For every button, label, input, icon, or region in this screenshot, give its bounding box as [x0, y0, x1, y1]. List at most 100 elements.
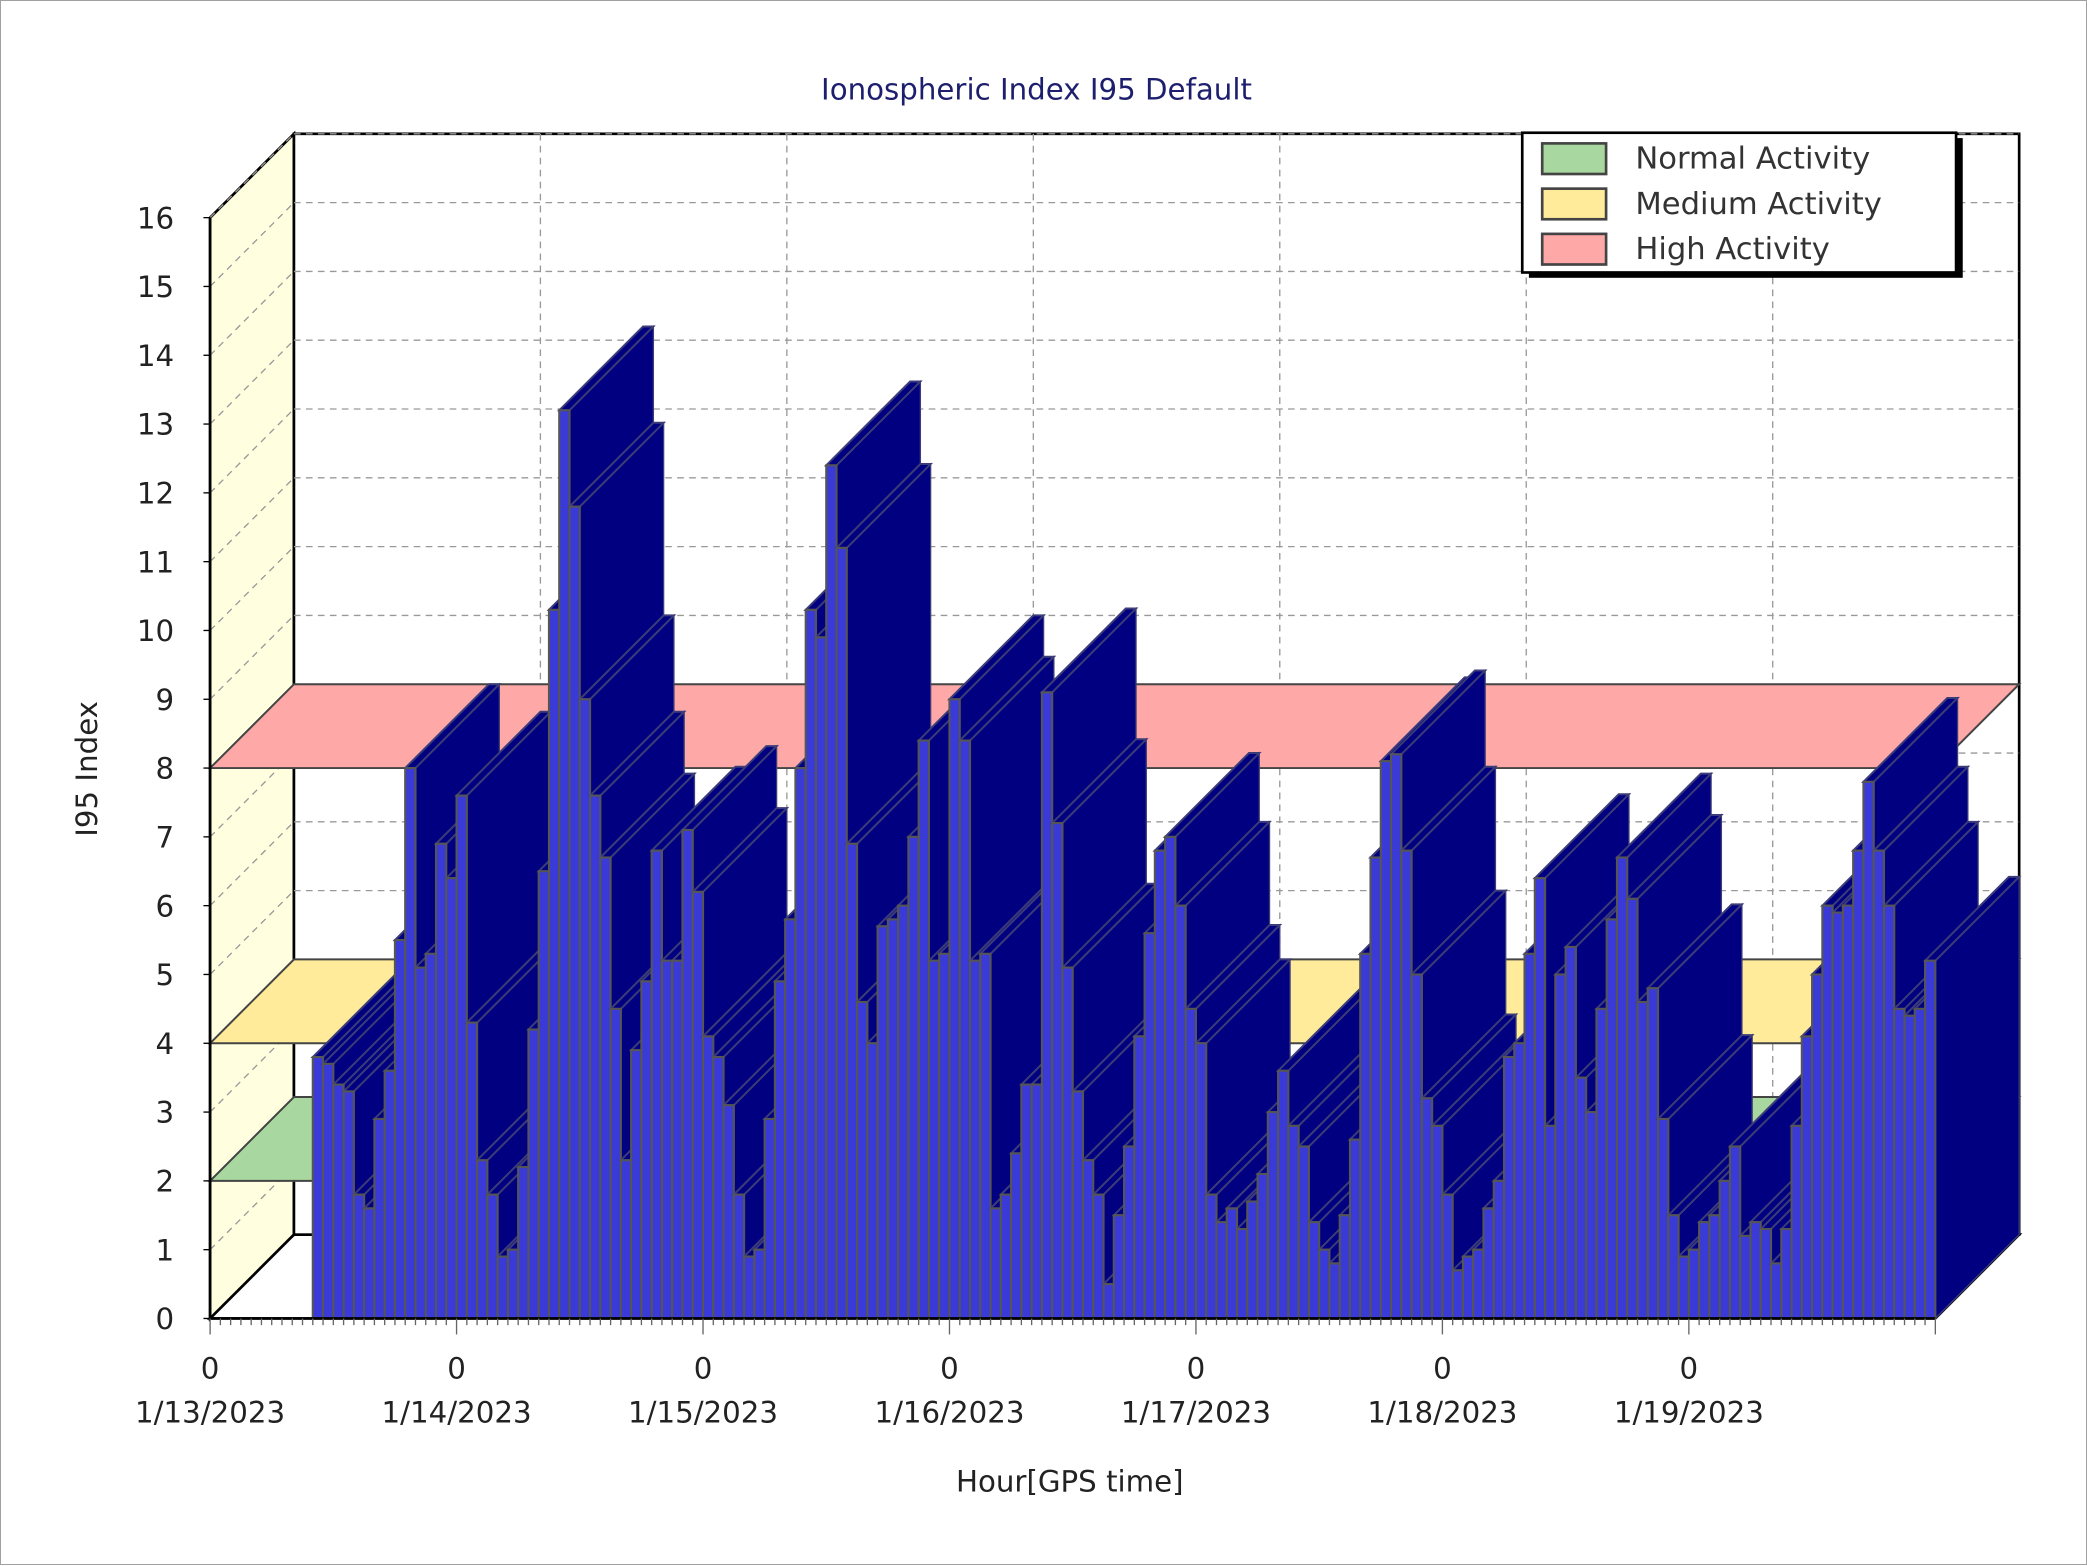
bar [855, 1000, 869, 1320]
grid-line-left-wall [209, 890, 295, 975]
bar [1235, 1227, 1249, 1320]
bar [1739, 1234, 1752, 1320]
bar [1287, 1124, 1300, 1320]
bar [1030, 1083, 1043, 1320]
x-tick-hour: 0 [940, 1351, 959, 1385]
bar [1708, 1214, 1721, 1320]
bar [999, 1193, 1013, 1320]
y-tick-label: 9 [156, 683, 175, 717]
bar [1215, 1221, 1228, 1320]
bar [1790, 1124, 1803, 1320]
bar [1913, 1007, 1927, 1320]
bar [1277, 1069, 1290, 1320]
bar [1122, 1145, 1136, 1320]
bar [1348, 1138, 1362, 1320]
bar [578, 698, 592, 1320]
bar [517, 1166, 530, 1320]
bar [1872, 849, 1886, 1320]
bar [712, 1055, 725, 1320]
bar [1081, 1159, 1095, 1320]
bar [1780, 1227, 1793, 1320]
bar [1605, 918, 1619, 1320]
bar [938, 952, 951, 1320]
bars [310, 324, 2022, 1321]
bar [958, 739, 972, 1320]
x-tick-hour: 0 [447, 1351, 466, 1385]
y-tick-label: 7 [156, 821, 175, 855]
bar [1184, 1007, 1198, 1320]
y-tick-label: 1 [156, 1233, 175, 1267]
bar [547, 608, 561, 1320]
bar [917, 739, 931, 1320]
grid-line-left-wall [209, 408, 295, 494]
bar [886, 918, 900, 1320]
x-tick-hour: 0 [1187, 1351, 1206, 1385]
bar [1574, 1076, 1588, 1320]
bar [1862, 780, 1875, 1320]
x-tick-date: 1/16/2023 [874, 1395, 1024, 1429]
bar [445, 877, 458, 1320]
bar [907, 835, 920, 1320]
bar [1769, 1262, 1783, 1320]
y-tick-label: 14 [137, 339, 174, 373]
x-tick-hour: 0 [694, 1351, 713, 1385]
bar [1636, 1000, 1649, 1320]
bar [835, 546, 848, 1320]
bar [1800, 1035, 1814, 1320]
bar [363, 1207, 376, 1320]
bar [1431, 1124, 1444, 1320]
bar [1040, 691, 1054, 1320]
bar [476, 1159, 489, 1320]
bar [383, 1069, 397, 1320]
bar [1656, 1117, 1670, 1320]
bar [1092, 1193, 1105, 1320]
bar [1564, 945, 1577, 1320]
bar [1051, 822, 1064, 1320]
bar [845, 842, 859, 1320]
bar [465, 1021, 479, 1320]
bar [1718, 1179, 1732, 1320]
bar [527, 1028, 540, 1320]
legend-swatch [1540, 187, 1608, 221]
bar [455, 794, 468, 1320]
chart-title: Ionospheric Index I95 Default [821, 72, 1252, 106]
bar [1266, 1111, 1280, 1320]
bar [414, 966, 427, 1320]
bar [424, 952, 438, 1320]
bar [814, 636, 828, 1320]
bar [671, 959, 684, 1320]
bar [1071, 1090, 1085, 1320]
bar [599, 856, 612, 1320]
legend-label: High Activity [1635, 232, 1829, 267]
grid-line-left-wall [209, 339, 295, 425]
bar [321, 1062, 335, 1320]
grid-line-left-wall [209, 477, 295, 563]
bar [1811, 973, 1824, 1320]
bar [1020, 1083, 1033, 1320]
x-tick-date: 1/15/2023 [628, 1395, 778, 1429]
bar [804, 608, 818, 1320]
bar [1698, 1221, 1711, 1320]
bar [979, 952, 992, 1320]
x-tick-date: 1/19/2023 [1614, 1395, 1764, 1429]
bar [352, 1193, 366, 1320]
legend-label: Normal Activity [1635, 142, 1870, 177]
legend-swatch [1540, 142, 1608, 176]
bar [1061, 966, 1074, 1320]
bar [1318, 1248, 1331, 1320]
bar [722, 1104, 735, 1320]
bar [1256, 1172, 1269, 1320]
bar [1328, 1262, 1341, 1320]
bar [1841, 904, 1855, 1320]
y-tick-label: 6 [156, 889, 175, 923]
bar [537, 870, 551, 1320]
y-tick-label: 15 [137, 270, 174, 304]
bar [1749, 1221, 1762, 1320]
bar [1451, 1269, 1465, 1320]
bar [619, 1159, 633, 1320]
bar [743, 1255, 756, 1320]
bar [404, 766, 417, 1320]
x-tick-date: 1/17/2023 [1121, 1395, 1271, 1429]
bar [1472, 1248, 1485, 1320]
